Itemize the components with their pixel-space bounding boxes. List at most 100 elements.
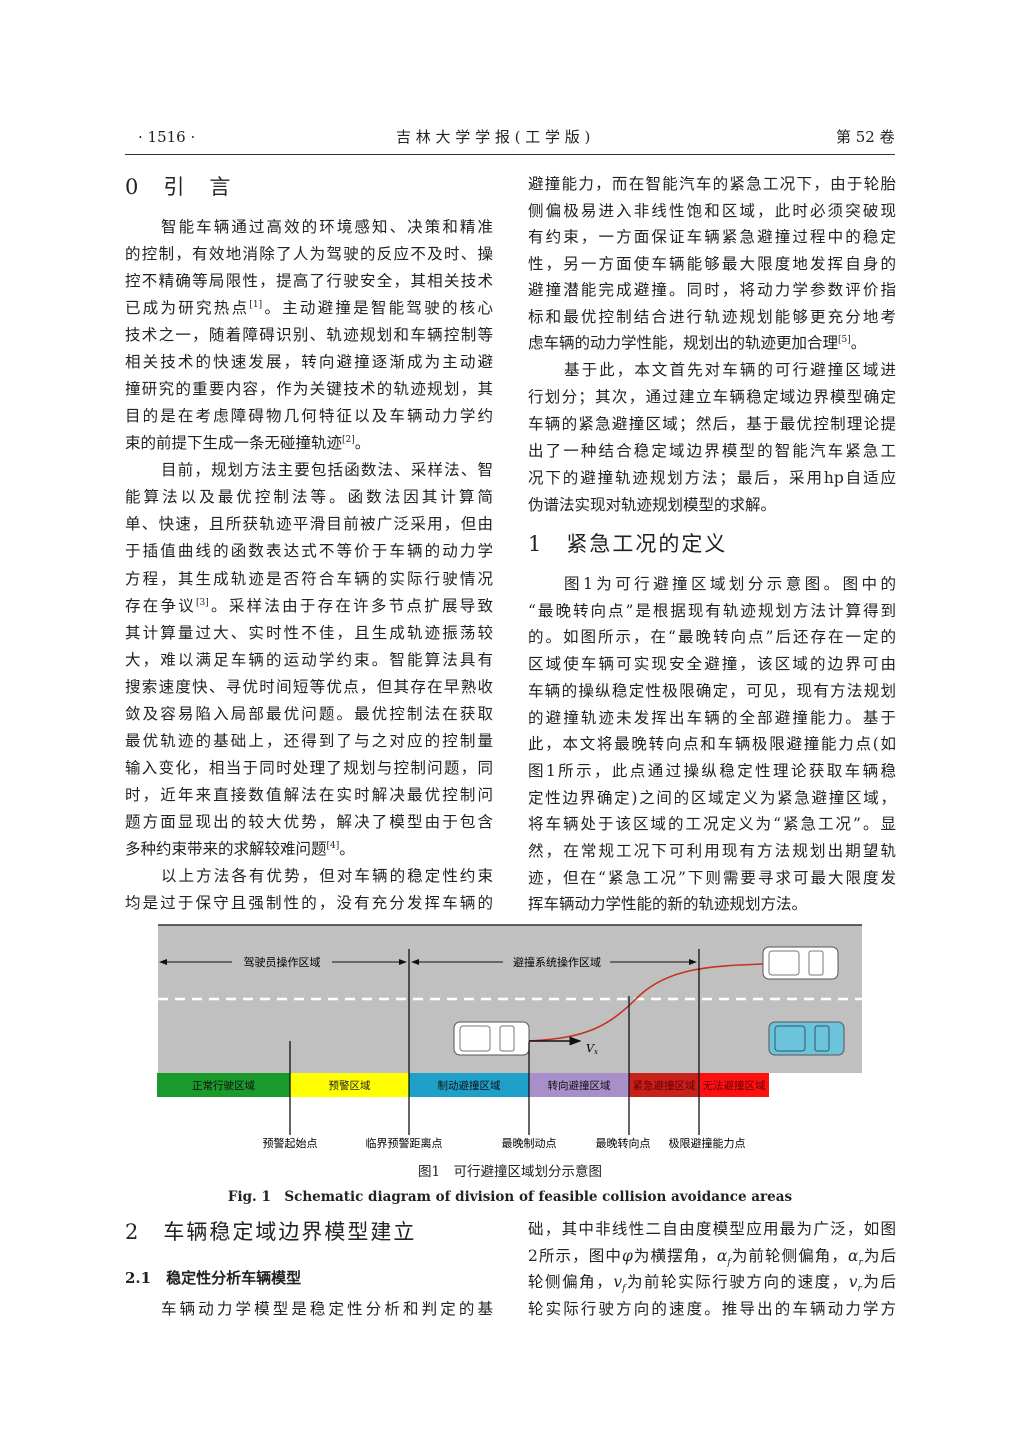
text-segment: 标和最优控制结合进行轨迹规划能够更充分地考 — [528, 307, 896, 326]
text-line: 其计算量过大、实时性不佳，且生成轨迹振荡较 — [125, 620, 493, 647]
ego-car — [453, 1021, 530, 1056]
text-segment: 基于此，本文首先对车辆的可行避撞区域进 — [564, 361, 896, 379]
text-segment: 车辆的操纵稳定性极限确定，可见，现有方法规划 — [528, 681, 896, 700]
text-segment: 束的前提下生成一条无碰撞轨迹 — [125, 434, 343, 453]
text-line: 侧偏极易进入非线性饱和区域，此时必须突破现 — [528, 198, 896, 225]
text-line: 搜索速度快、寻优时间短等优点，但其存在早熟收 — [125, 674, 493, 701]
text-segment: 为后 — [861, 1273, 896, 1292]
text-line: 方程，其生成轨迹是否符合车辆的实际行驶情况 — [125, 566, 493, 593]
zone-label: 无法避撞区域 — [703, 1079, 766, 1092]
text-segment: 图1为可行避撞区域划分示意图。图中的 — [564, 575, 896, 593]
figure-caption-en: Fig. 1 Schematic diagram of division of … — [227, 1189, 793, 1205]
text-segment: 能算法以及最优控制法等。函数法因其计算简 — [125, 488, 493, 507]
text-line: 智能车辆通过高效的环境感知、决策和精准 — [161, 214, 493, 241]
text-segment: 将车辆处于该区域的工况定义为“紧急工况”。显 — [528, 815, 896, 834]
text-segment: 大，难以满足车辆的运动学约束。智能算法具有 — [125, 650, 493, 669]
text-segment: 时，近年来直接数值解法在实时解决最优控制问 — [125, 785, 493, 804]
math-symbol: αf — [716, 1246, 731, 1268]
text-line: 有约束，一方面保证车辆紧急避撞过程中的稳定 — [528, 224, 896, 251]
text-line: 控不精确等局限性，提高了行驶安全，其相关技术 — [125, 268, 493, 295]
text-line: “最晚转向点”是根据现有轨迹规划方法计算得到 — [528, 598, 896, 625]
text-line: 均是过于保守且强制性的，没有充分发挥车辆的 — [125, 890, 493, 917]
text-segment: 轮实际行驶方向的速度。推导出的车辆动力学方 — [528, 1300, 896, 1319]
text-line: 最优轨迹的基础上，还得到了与之对应的控制量 — [125, 728, 493, 755]
text-segment: 。主动避撞是智能驾驶的核心 — [262, 299, 493, 318]
text-segment: 技术之一，随着障碍识别、轨迹规划和车辆控制等 — [125, 326, 493, 345]
text-segment: 为前轮实际行驶方向的速度， — [625, 1273, 849, 1292]
text-segment: 此，本文将最晚转向点和车辆极限避撞能力点(如 — [528, 735, 896, 754]
text-segment: 的避撞轨迹未发挥出车辆的全部避撞能力。基于 — [528, 708, 896, 727]
text-line: 输入变化，相当于同时处理了规划与控制问题，同 — [125, 755, 493, 782]
text-segment: 车辆动力学模型是稳定性分析和判定的基 — [161, 1300, 493, 1318]
text-line: 技术之一，随着障碍识别、轨迹规划和车辆控制等 — [125, 322, 493, 349]
text-line: 存在争议[3]。采样法由于存在许多节点扩展导致 — [125, 593, 493, 620]
text-line: 行划分；其次，通过建立车辆稳定域边界模型确定 — [528, 384, 896, 411]
text-line: 此，本文将最晚转向点和车辆极限避撞能力点(如 — [528, 731, 896, 758]
text-line: 于插值曲线的函数表达式不等价于车辆的动力学 — [125, 538, 493, 565]
text-segment: 存在争议 — [125, 596, 197, 615]
text-segment: 然，在常规工况下可利用现有方法规划出期望轨 — [528, 842, 896, 860]
text-segment: 。 — [850, 334, 867, 352]
section-heading-1: 1 紧急工况的定义 — [528, 532, 728, 556]
text-line: 将车辆处于该区域的工况定义为“紧急工况”。显 — [528, 811, 896, 838]
subsection-heading-2-1: 2.1 稳定性分析车辆模型 — [125, 1269, 302, 1287]
avoidance-trajectory — [528, 963, 764, 1042]
text-line: 2所示，图中φ为横摆角，αf为前轮侧偏角，αr为后 — [528, 1243, 896, 1270]
zone-label: 转向避撞区域 — [548, 1079, 611, 1092]
zone-label: 紧急避撞区域 — [633, 1079, 696, 1092]
text-segment: 。 — [339, 839, 355, 858]
text-line: 题方面显现出的较大优势，解决了模型由于包含 — [125, 809, 493, 836]
text-segment: 多种约束带来的求解较难问题 — [125, 839, 327, 858]
text-line: 以上方法各有优势，但对车辆的稳定性约束 — [161, 863, 493, 890]
text-segment: 输入变化，相当于同时处理了规划与控制问题，同 — [125, 758, 493, 777]
text-segment: 单、快速，且所获轨迹平滑目前被广泛采用，但由 — [125, 515, 493, 534]
header-rule — [125, 154, 895, 155]
zone-label: 制动避撞区域 — [438, 1079, 501, 1092]
text-line: 性，另一方面使车辆能够最大限度地发挥自身的 — [528, 251, 896, 278]
text-line: 定性边界确定)之间的区域定义为紧急避撞区域， — [528, 785, 896, 812]
math-symbol: vr — [848, 1273, 862, 1295]
text-segment: 行划分；其次，通过建立车辆稳定域边界模型确定 — [528, 388, 896, 406]
driver-zone-label: 驾驶员操作区域 — [244, 955, 321, 969]
text-line: 出了一种结合稳定域边界模型的智能汽车紧急工 — [528, 438, 896, 465]
system-zone-label: 避撞系统操作区域 — [513, 955, 601, 969]
text-segment: 轮侧偏角， — [528, 1273, 614, 1292]
text-line: 迹，但在“紧急工况”下则需要寻求可最大限度发 — [528, 865, 896, 892]
text-segment: 础，其中非线性二自由度模型应用最为广泛，如图 — [528, 1220, 896, 1238]
text-segment: 区域使车辆可实现安全避撞，该区域的边界可由 — [528, 655, 896, 674]
zone-band — [409, 1073, 529, 1097]
section-heading-2: 2 车辆稳定域边界模型建立 — [125, 1220, 417, 1244]
text-line: 时，近年来直接数值解法在实时解决最优控制问 — [125, 782, 493, 809]
zone-label: 正常行驶区域 — [192, 1079, 255, 1092]
text-line: 轮实际行驶方向的速度。推导出的车辆动力学方 — [528, 1296, 896, 1323]
avoided-car-position — [762, 946, 839, 980]
text-segment: 挥车辆动力学性能的新的轨迹规划方法。 — [528, 895, 808, 914]
text-line: 然，在常规工况下可利用现有方法规划出期望轨 — [528, 838, 896, 865]
text-line: 标和最优控制结合进行轨迹规划能够更充分地考 — [528, 304, 896, 331]
text-line: 的。如图所示，在“最晚转向点”后还存在一定的 — [528, 624, 896, 651]
text-line: 避撞能力，而在智能汽车的紧急工况下，由于轮胎 — [528, 171, 896, 198]
text-line: 大，难以满足车辆的运动学约束。智能算法具有 — [125, 647, 493, 674]
text-line: 目前，规划方法主要包括函数法、采样法、智 — [161, 457, 493, 484]
text-segment: 最优轨迹的基础上，还得到了与之对应的控制量 — [125, 731, 493, 750]
text-line: 区域使车辆可实现安全避撞，该区域的边界可由 — [528, 651, 896, 678]
math-symbol: αr — [848, 1246, 863, 1268]
point-label: 临界预警距离点 — [366, 1136, 443, 1150]
text-segment: 方程，其生成轨迹是否符合车辆的实际行驶情况 — [125, 569, 493, 588]
text-line: 挥车辆动力学性能的新的轨迹规划方法。 — [528, 891, 896, 918]
text-line: 撞研究的重要内容，作为关键技术的轨迹规划，其 — [125, 376, 493, 403]
text-line: 束的前提下生成一条无碰撞轨迹[2]。 — [125, 430, 493, 457]
text-segment: 均是过于保守且强制性的，没有充分发挥车辆的 — [125, 894, 493, 912]
text-segment: 伪谱法实现对轨迹规划模型的求解。 — [528, 496, 777, 514]
text-line: 单、快速，且所获轨迹平滑目前被广泛采用，但由 — [125, 511, 493, 538]
point-label: 最晚转向点 — [596, 1136, 651, 1150]
text-line: 车辆的紧急避撞区域；然后，基于最优控制理论提 — [528, 411, 896, 438]
zone-label: 预警区域 — [329, 1079, 371, 1092]
text-line: 图1所示，此点通过操纵稳定性理论获取车辆稳 — [528, 758, 896, 785]
point-label: 预警起始点 — [263, 1136, 318, 1150]
section-heading-0: 0 引 言 — [125, 175, 233, 199]
text-segment: 题方面显现出的较大优势，解决了模型由于包含 — [125, 812, 493, 831]
zone-band — [290, 1073, 409, 1097]
text-segment: 侧偏极易进入非线性饱和区域，此时必须突破现 — [528, 201, 896, 220]
